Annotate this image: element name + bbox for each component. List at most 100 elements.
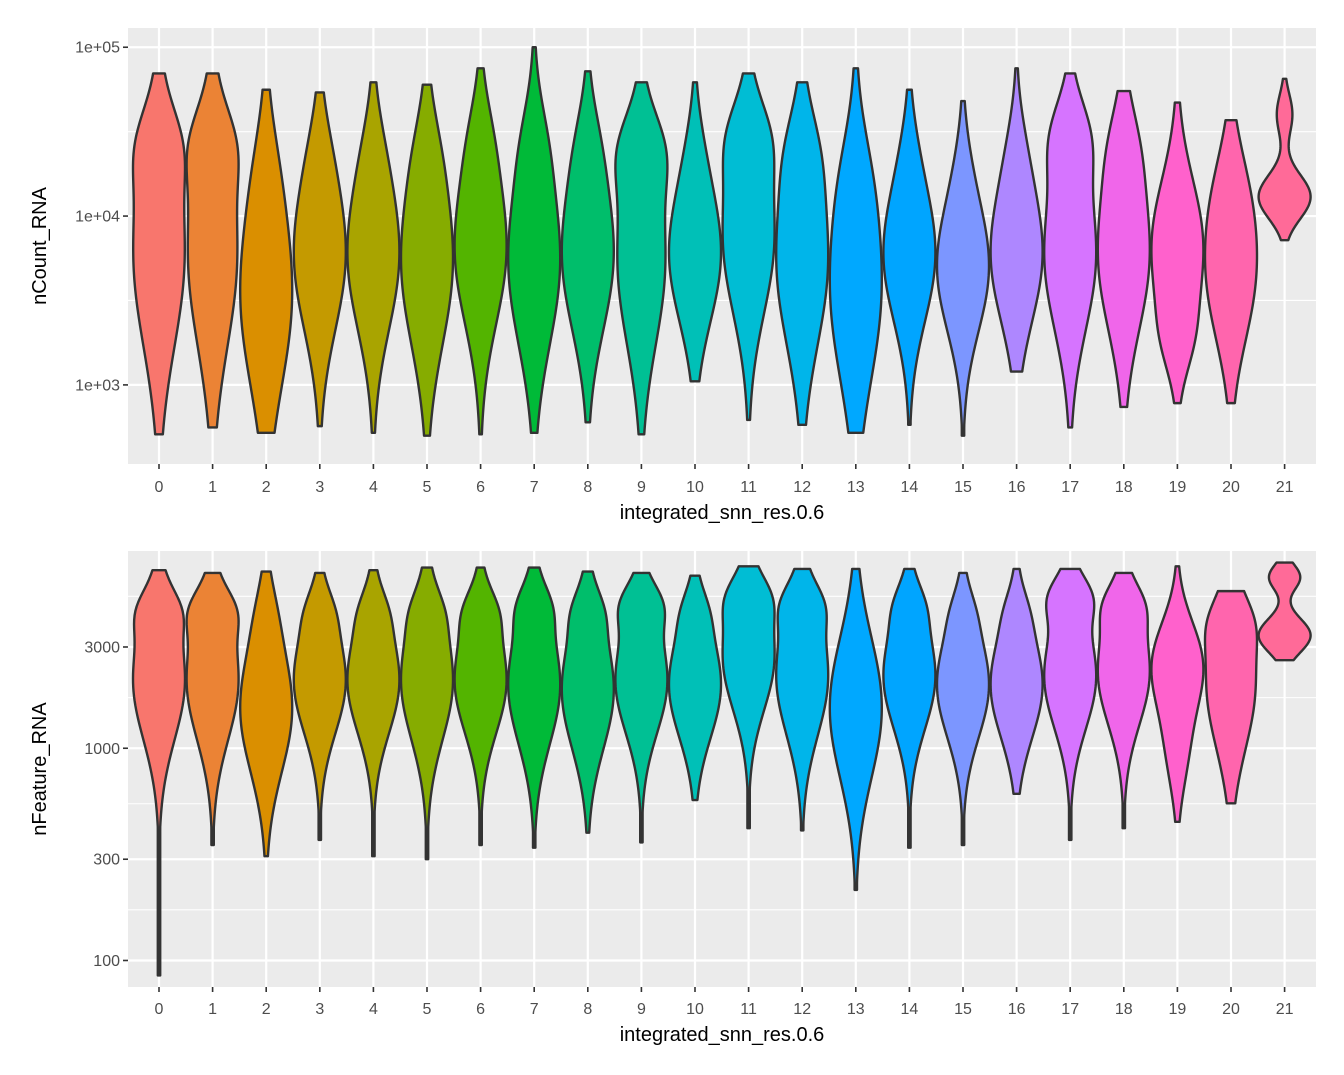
x-tick-label: 11	[740, 1001, 757, 1018]
x-tick-label: 0	[155, 479, 164, 496]
violin-cluster-12	[775, 81, 830, 427]
y-tick-label: 1e+03	[75, 377, 120, 394]
violin-cluster-17	[1043, 72, 1098, 429]
violin-cluster-14	[882, 88, 937, 427]
x-tick-label: 19	[1169, 479, 1187, 496]
y-tick-label: 1e+05	[75, 40, 120, 57]
violin-cluster-11	[721, 72, 776, 422]
x-tick-label: 17	[1061, 479, 1079, 496]
x-tick-label: 14	[901, 479, 919, 496]
violin-cluster-10	[667, 81, 723, 383]
violin-cluster-16	[989, 567, 1044, 796]
violin-cluster-7	[507, 566, 562, 849]
violin-cluster-5	[399, 566, 455, 861]
violin-cluster-8	[560, 570, 615, 834]
x-tick-label: 13	[847, 479, 865, 496]
x-tick-label: 0	[155, 1001, 164, 1018]
violin-cluster-13	[828, 567, 883, 892]
x-tick-label: 21	[1276, 1001, 1294, 1018]
x-tick-label: 3	[315, 1001, 324, 1018]
x-tick-label: 1	[208, 479, 217, 496]
ncount-violins	[131, 46, 1312, 437]
x-tick-label: 10	[686, 479, 704, 496]
violin-cluster-16	[989, 67, 1044, 373]
violin-cluster-6	[453, 566, 508, 847]
x-tick-label: 10	[686, 1001, 704, 1018]
violin-cluster-11	[721, 565, 776, 830]
violin-cluster-21	[1257, 561, 1312, 662]
violin-cluster-9	[614, 571, 669, 844]
x-tick-label: 16	[1008, 1001, 1026, 1018]
ncount-y-axis-title: nCount_RNA	[29, 186, 51, 305]
violin-cluster-18	[1096, 571, 1151, 830]
x-tick-label: 13	[847, 1001, 865, 1018]
x-tick-label: 11	[740, 479, 757, 496]
violin-cluster-20	[1203, 589, 1259, 805]
violin-cluster-21	[1257, 77, 1312, 242]
x-tick-label: 2	[262, 479, 271, 496]
x-tick-label: 21	[1276, 479, 1294, 496]
x-tick-label: 12	[793, 479, 811, 496]
nfeature-x-axis: 0 1 2 3 4 5 6 7 8 9 10 11 12 13 14 15 16 17 18 19 20 21	[155, 987, 1294, 1018]
x-tick-label: 1	[208, 1001, 217, 1018]
violin-cluster-4	[346, 569, 401, 858]
violin-cluster-17	[1043, 567, 1098, 842]
nfeature-y-axis: 100 300 1000 3000	[84, 639, 128, 970]
x-tick-label: 16	[1008, 479, 1026, 496]
violin-cluster-1	[185, 571, 240, 847]
x-tick-label: 8	[583, 479, 592, 496]
x-tick-label: 5	[423, 1001, 432, 1018]
violin-cluster-5	[399, 83, 455, 437]
x-tick-label: 6	[476, 1001, 485, 1018]
y-tick-label: 1e+04	[75, 209, 120, 226]
x-tick-label: 8	[583, 1001, 592, 1018]
x-tick-label: 12	[793, 1001, 811, 1018]
x-tick-label: 18	[1115, 479, 1133, 496]
x-tick-label: 4	[369, 479, 378, 496]
x-tick-label: 19	[1169, 1001, 1187, 1018]
violin-cluster-14	[882, 567, 937, 849]
x-tick-label: 20	[1222, 479, 1240, 496]
x-tick-label: 15	[954, 479, 972, 496]
violin-cluster-0	[131, 72, 187, 436]
x-tick-label: 20	[1222, 1001, 1240, 1018]
x-tick-label: 14	[901, 1001, 919, 1018]
violin-cluster-4	[346, 81, 401, 435]
violin-cluster-19	[1150, 101, 1205, 405]
x-tick-label: 7	[530, 479, 539, 496]
violin-cluster-0	[131, 569, 187, 977]
violin-cluster-2	[239, 570, 294, 858]
violin-cluster-12	[775, 567, 830, 832]
violin-cluster-15	[935, 571, 991, 847]
x-tick-label: 4	[369, 1001, 378, 1018]
nfeature-violins	[131, 561, 1312, 977]
violin-cluster-15	[935, 99, 991, 437]
violin-cluster-9	[614, 81, 669, 436]
y-tick-label: 100	[93, 953, 120, 970]
violin-cluster-1	[185, 72, 240, 429]
y-tick-label: 1000	[84, 741, 120, 758]
x-tick-label: 5	[423, 479, 432, 496]
nfeature-y-axis-title: nFeature_RNA	[29, 702, 51, 836]
y-tick-label: 300	[93, 852, 120, 869]
violin-cluster-6	[453, 67, 508, 436]
x-tick-label: 15	[954, 1001, 972, 1018]
violin-cluster-10	[667, 574, 723, 802]
x-tick-label: 18	[1115, 1001, 1133, 1018]
violin-cluster-7	[507, 46, 562, 435]
x-tick-label: 6	[476, 479, 485, 496]
violin-cluster-3	[292, 91, 347, 428]
nfeature-x-axis-title: integrated_snn_res.0.6	[620, 1024, 825, 1046]
violin-cluster-3	[292, 571, 347, 842]
x-tick-label: 2	[262, 1001, 271, 1018]
ncount-x-axis-title: integrated_snn_res.0.6	[620, 502, 825, 524]
violin-cluster-20	[1203, 118, 1259, 405]
violin-cluster-18	[1096, 89, 1151, 409]
violin-cluster-2	[239, 88, 294, 435]
violin-cluster-13	[828, 67, 883, 435]
violin-cluster-8	[560, 70, 615, 424]
ncount-y-axis: 1e+03 1e+04 1e+05	[75, 40, 128, 394]
y-tick-label: 3000	[84, 639, 120, 656]
